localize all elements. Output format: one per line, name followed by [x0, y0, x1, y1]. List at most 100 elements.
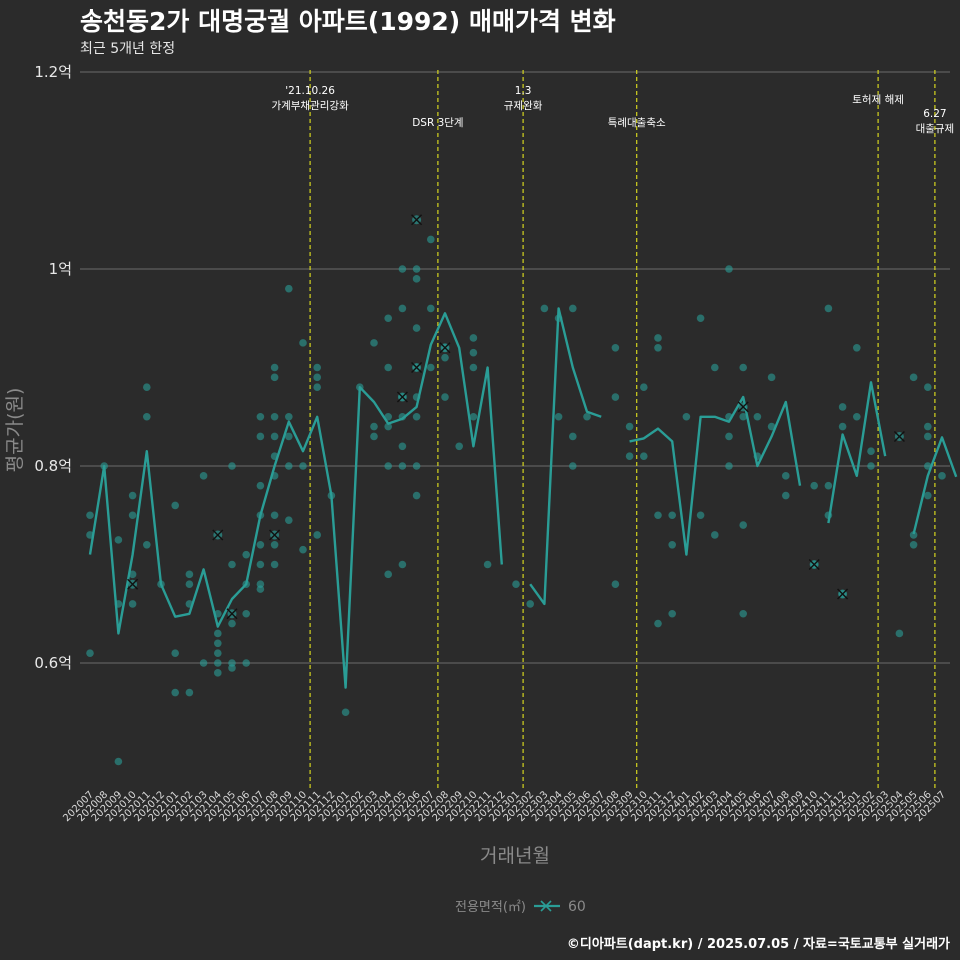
cross-stroke [837, 588, 849, 600]
data-point [654, 344, 662, 352]
data-point [611, 580, 620, 588]
data-point [540, 304, 549, 313]
data-point [909, 373, 918, 382]
data-point [270, 541, 279, 549]
data-point [199, 472, 208, 480]
cross-point [269, 529, 281, 541]
event-annotation: '21.10.26 [285, 85, 335, 97]
data-point [739, 609, 747, 618]
data-point [256, 432, 265, 441]
data-point [270, 511, 279, 520]
data-point [554, 412, 563, 421]
data-point [682, 412, 691, 421]
cross-stroke [893, 430, 905, 442]
cross-stroke [808, 559, 820, 570]
data-point [469, 412, 478, 421]
data-point [384, 422, 393, 431]
data-point [285, 516, 293, 524]
data-point [285, 462, 293, 470]
data-point [228, 619, 236, 628]
cross-point [212, 529, 224, 541]
data-point [313, 373, 322, 382]
data-point [285, 284, 293, 293]
data-point [370, 432, 378, 441]
data-point [285, 412, 293, 421]
data-point [696, 511, 705, 520]
data-point [909, 531, 918, 539]
cross-stroke [269, 529, 281, 541]
cross-point [893, 430, 905, 442]
y-tick-label: 1억 [49, 260, 72, 278]
data-point [668, 609, 676, 618]
data-point [838, 422, 847, 431]
data-point [299, 545, 307, 554]
legend-label: 60 [568, 899, 586, 915]
cross-point [737, 401, 749, 413]
y-tick-label: 0.8억 [34, 457, 72, 475]
data-point [214, 649, 222, 657]
data-point [824, 481, 833, 490]
data-point [398, 304, 407, 313]
data-point [668, 541, 676, 549]
data-point [512, 580, 520, 588]
data-point [228, 462, 236, 470]
data-point [767, 373, 776, 382]
data-point [114, 536, 123, 544]
data-point [384, 363, 393, 372]
data-point [143, 412, 151, 421]
cross-point [837, 588, 849, 600]
data-point [313, 383, 322, 392]
data-point [725, 265, 733, 273]
data-point [895, 629, 904, 638]
data-point [256, 560, 265, 569]
data-point [256, 481, 265, 490]
data-point [214, 659, 222, 667]
series-line-60 [827, 381, 887, 524]
data-point [625, 452, 634, 460]
data-point [370, 339, 378, 347]
data-point [938, 472, 946, 480]
data-point [313, 531, 322, 539]
data-point [256, 585, 265, 593]
data-point [256, 541, 265, 549]
data-point [711, 531, 719, 539]
data-point [384, 570, 393, 579]
cross-point [808, 559, 820, 570]
cross-point [127, 578, 139, 590]
event-annotation: 대출규제 [916, 123, 955, 135]
y-tick-label: 1.2억 [34, 63, 72, 81]
chart-title: 송천동2가 대명궁궐 아파트(1992) 매매가격 변화 [80, 7, 616, 36]
data-point [654, 511, 662, 520]
data-point [412, 412, 421, 421]
y-tick-label: 0.6억 [34, 654, 72, 672]
data-point [412, 324, 421, 332]
series-line-60 [529, 307, 602, 606]
data-point [455, 442, 464, 451]
data-point [270, 363, 279, 372]
data-point [412, 462, 421, 470]
data-point [753, 412, 762, 421]
event-annotation: 가계부채관리강화 [271, 100, 349, 112]
data-point [725, 432, 733, 441]
data-point [924, 383, 932, 392]
data-point [228, 664, 236, 672]
data-point [427, 235, 435, 244]
data-point [867, 462, 875, 470]
event-annotation: 6.27 [923, 108, 946, 120]
data-point [171, 501, 179, 510]
data-point [285, 432, 293, 441]
data-point [270, 432, 279, 441]
cross-stroke [226, 608, 238, 620]
data-point [924, 422, 932, 431]
data-point [853, 412, 861, 421]
data-point [384, 314, 393, 323]
series-line-60 [912, 436, 958, 535]
data-point [86, 511, 94, 520]
data-point [583, 412, 591, 421]
data-point [242, 550, 250, 559]
cross-point [226, 608, 238, 620]
event-annotation: 규제완화 [504, 99, 543, 112]
data-point [782, 491, 790, 500]
cross-stroke [396, 391, 408, 403]
data-point [370, 422, 378, 431]
